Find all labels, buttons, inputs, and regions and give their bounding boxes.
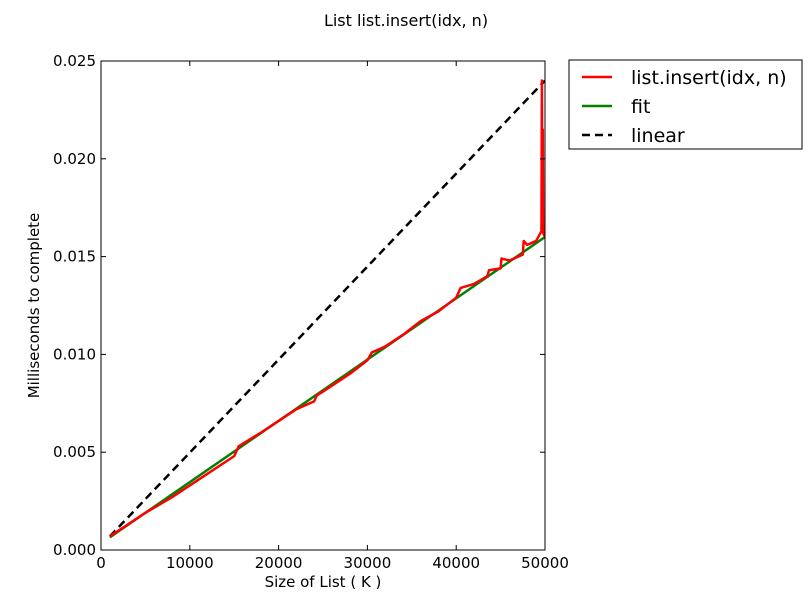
y-tick-label: 0.005 — [53, 443, 96, 461]
y-tick-label: 0.000 — [53, 541, 96, 559]
legend-box — [568, 59, 803, 150]
legend: list.insert(idx, n) fit linear — [568, 59, 803, 150]
x-tick-label: 40000 — [432, 554, 480, 572]
x-axis-title: Size of List ( K ) — [265, 573, 382, 591]
x-tick-label: 0 — [96, 554, 106, 572]
series-line-list-insert-idx-n — [109, 79, 545, 538]
y-tick-label: 0.010 — [53, 345, 96, 363]
y-tick-label: 0.015 — [53, 248, 96, 266]
series-line-linear — [108, 79, 545, 538]
x-tick-label: 50000 — [521, 554, 569, 572]
y-tick-label: 0.020 — [53, 150, 96, 168]
y-tick-label: 0.025 — [53, 52, 96, 70]
chart-title: List list.insert(idx, n) — [324, 11, 488, 30]
x-tick-label: 20000 — [255, 554, 303, 572]
legend-label: list.insert(idx, n) — [631, 67, 787, 89]
x-tick-label: 10000 — [166, 554, 214, 572]
legend-label: fit — [631, 96, 650, 118]
legend-label: linear — [631, 125, 685, 147]
y-axis-title: Milliseconds to complete — [25, 213, 43, 399]
plot-frame — [100, 60, 546, 551]
x-tick-label: 30000 — [344, 554, 392, 572]
